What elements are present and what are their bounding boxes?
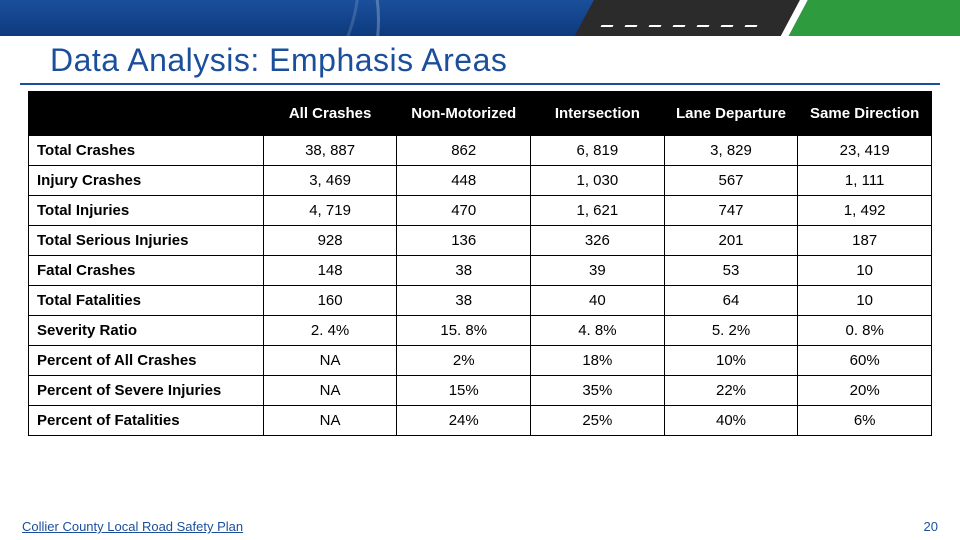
cell-value: 39 <box>531 256 665 286</box>
table-row: Percent of All CrashesNA2%18%10%60% <box>29 346 932 376</box>
cell-value: 160 <box>263 286 397 316</box>
cell-value: 1, 030 <box>531 166 665 196</box>
cell-value: 3, 829 <box>664 136 798 166</box>
cell-value: 326 <box>531 226 665 256</box>
cell-value: 470 <box>397 196 531 226</box>
cell-value: 23, 419 <box>798 136 932 166</box>
cell-value: 22% <box>664 376 798 406</box>
table-row: Injury Crashes3, 4694481, 0305671, 111 <box>29 166 932 196</box>
cell-value: 25% <box>531 406 665 436</box>
cell-value: 187 <box>798 226 932 256</box>
row-label: Total Fatalities <box>29 286 264 316</box>
row-label: Percent of All Crashes <box>29 346 264 376</box>
table-row: Percent of FatalitiesNA24%25%40%6% <box>29 406 932 436</box>
banner-curve-2 <box>0 0 360 36</box>
cell-value: 567 <box>664 166 798 196</box>
cell-value: 3, 469 <box>263 166 397 196</box>
cell-value: 38 <box>397 286 531 316</box>
cell-value: NA <box>263 406 397 436</box>
cell-value: 4. 8% <box>531 316 665 346</box>
cell-value: 40 <box>531 286 665 316</box>
road-stripe <box>564 0 802 36</box>
slide-footer: Collier County Local Road Safety Plan 20 <box>0 519 960 534</box>
table-row: Fatal Crashes14838395310 <box>29 256 932 286</box>
cell-value: 24% <box>397 406 531 436</box>
emphasis-areas-table: All Crashes Non-Motorized Intersection L… <box>28 91 932 436</box>
cell-value: 148 <box>263 256 397 286</box>
data-table-container: All Crashes Non-Motorized Intersection L… <box>0 91 960 436</box>
cell-value: 60% <box>798 346 932 376</box>
row-label: Injury Crashes <box>29 166 264 196</box>
footer-text: Collier County Local Road Safety Plan <box>22 519 243 534</box>
cell-value: 35% <box>531 376 665 406</box>
cell-value: 18% <box>531 346 665 376</box>
row-label: Percent of Severe Injuries <box>29 376 264 406</box>
row-label: Fatal Crashes <box>29 256 264 286</box>
top-banner <box>0 0 960 36</box>
cell-value: 928 <box>263 226 397 256</box>
cell-value: 5. 2% <box>664 316 798 346</box>
cell-value: 15% <box>397 376 531 406</box>
table-row: Total Serious Injuries928136326201187 <box>29 226 932 256</box>
table-row: Severity Ratio2. 4%15. 8%4. 8%5. 2%0. 8% <box>29 316 932 346</box>
cell-value: 2. 4% <box>263 316 397 346</box>
row-label: Percent of Fatalities <box>29 406 264 436</box>
cell-value: 1, 111 <box>798 166 932 196</box>
row-label: Severity Ratio <box>29 316 264 346</box>
col-intersection: Intersection <box>531 92 665 136</box>
col-blank <box>29 92 264 136</box>
row-label: Total Injuries <box>29 196 264 226</box>
cell-value: 2% <box>397 346 531 376</box>
cell-value: 38, 887 <box>263 136 397 166</box>
col-all-crashes: All Crashes <box>263 92 397 136</box>
row-label: Total Crashes <box>29 136 264 166</box>
cell-value: 136 <box>397 226 531 256</box>
cell-value: 1, 492 <box>798 196 932 226</box>
table-header: All Crashes Non-Motorized Intersection L… <box>29 92 932 136</box>
banner-stripe <box>564 0 960 36</box>
cell-value: 747 <box>664 196 798 226</box>
table-body: Total Crashes38, 8878626, 8193, 82923, 4… <box>29 136 932 436</box>
cell-value: 10 <box>798 286 932 316</box>
page-number: 20 <box>924 519 938 534</box>
cell-value: NA <box>263 346 397 376</box>
cell-value: 38 <box>397 256 531 286</box>
cell-value: 6% <box>798 406 932 436</box>
col-lane-departure: Lane Departure <box>664 92 798 136</box>
cell-value: 448 <box>397 166 531 196</box>
row-label: Total Serious Injuries <box>29 226 264 256</box>
cell-value: 40% <box>664 406 798 436</box>
cell-value: 1, 621 <box>531 196 665 226</box>
table-row: Total Crashes38, 8878626, 8193, 82923, 4… <box>29 136 932 166</box>
cell-value: 15. 8% <box>397 316 531 346</box>
col-non-motorized: Non-Motorized <box>397 92 531 136</box>
cell-value: 10 <box>798 256 932 286</box>
cell-value: 10% <box>664 346 798 376</box>
cell-value: 201 <box>664 226 798 256</box>
cell-value: 0. 8% <box>798 316 932 346</box>
cell-value: 53 <box>664 256 798 286</box>
page-title: Data Analysis: Emphasis Areas <box>20 36 940 85</box>
cell-value: 4, 719 <box>263 196 397 226</box>
cell-value: 862 <box>397 136 531 166</box>
table-row: Percent of Severe InjuriesNA15%35%22%20% <box>29 376 932 406</box>
green-stripe <box>778 0 960 36</box>
cell-value: 64 <box>664 286 798 316</box>
cell-value: 20% <box>798 376 932 406</box>
table-row: Total Injuries4, 7194701, 6217471, 492 <box>29 196 932 226</box>
table-row: Total Fatalities16038406410 <box>29 286 932 316</box>
cell-value: 6, 819 <box>531 136 665 166</box>
col-same-direction: Same Direction <box>798 92 932 136</box>
cell-value: NA <box>263 376 397 406</box>
